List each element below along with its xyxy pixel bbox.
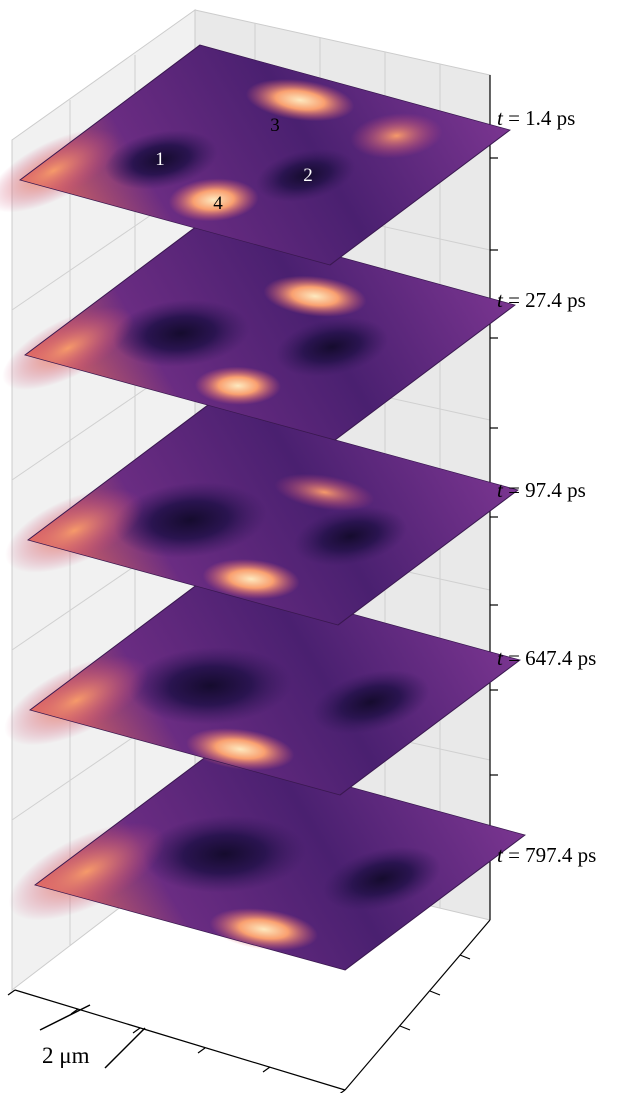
time-symbol: t [497,646,504,670]
time-value: = 27.4 ps [508,288,586,312]
time-value: = 97.4 ps [508,478,586,502]
time-value: = 797.4 ps [508,843,596,867]
time-value: = 647.4 ps [508,646,596,670]
peak-label: 3 [270,115,280,136]
time-label: t = 27.4 ps [497,288,586,312]
time-label: t = 97.4 ps [497,478,586,502]
time-symbol: t [497,478,504,502]
time-symbol: t [497,106,504,130]
time-value: = 1.4 ps [508,106,575,130]
time-label: t = 647.4 ps [497,646,596,670]
peak-label: 2 [303,165,313,186]
scale-bar-label: 2 μm [42,1043,90,1068]
time-labels: t = 1.4 ps t = 27.4 ps t = 97.4 ps t = 6… [497,106,596,867]
time-symbol: t [497,843,504,867]
figure: 1 2 3 4 t = 1.4 ps t = 27.4 ps t = 97.4 … [0,0,629,1093]
time-label: t = 1.4 ps [497,106,575,130]
peak-label: 4 [213,193,223,214]
peak-label: 1 [155,149,165,170]
time-symbol: t [497,288,504,312]
time-label: t = 797.4 ps [497,843,596,867]
